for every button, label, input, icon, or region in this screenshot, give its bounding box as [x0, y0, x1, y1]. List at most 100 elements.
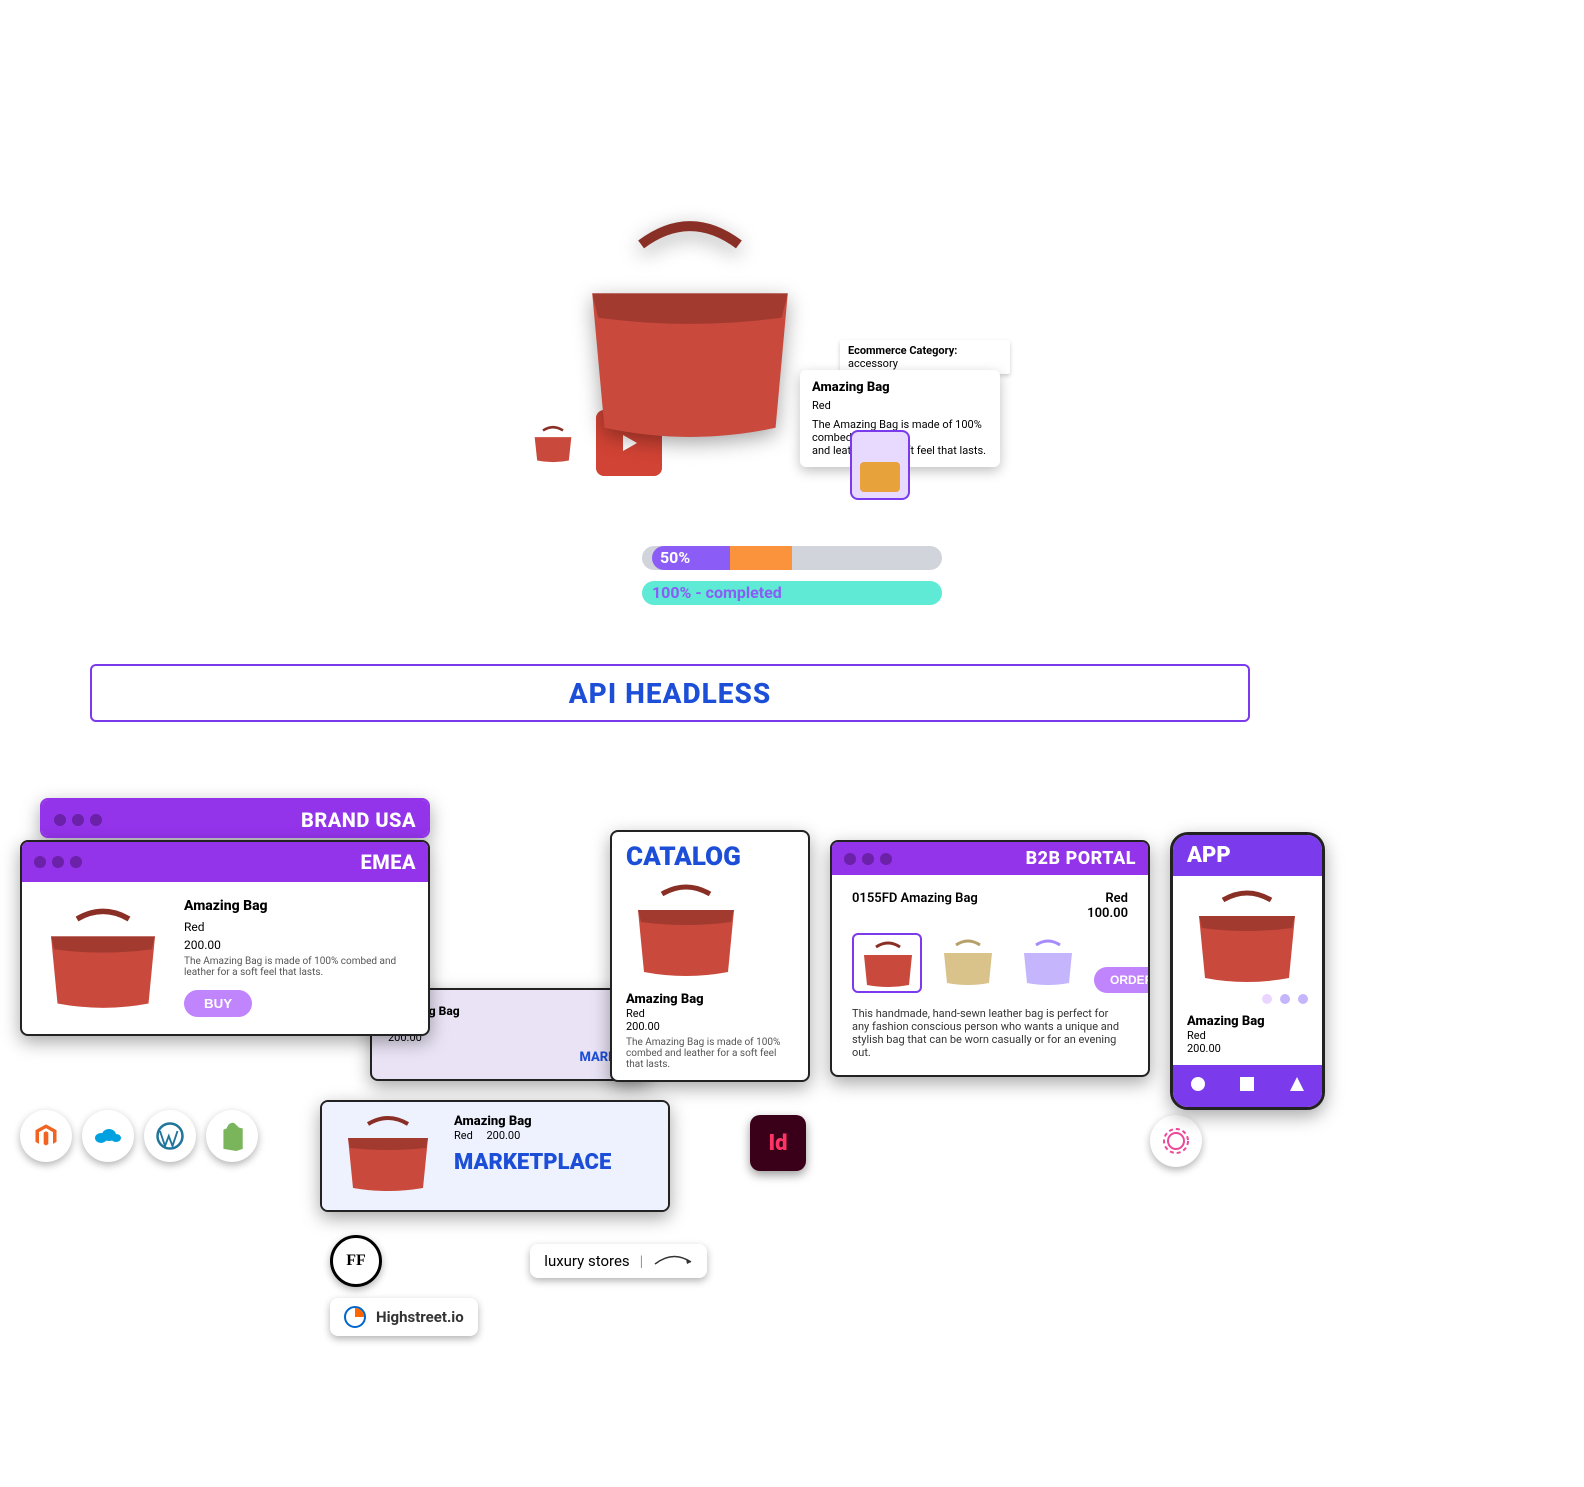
b2b-price: 100.00 [1087, 906, 1128, 921]
catalog-window: CATALOG Amazing Bag Red 200.00 The Amazi… [610, 830, 810, 1082]
swatch-purple[interactable] [1014, 933, 1082, 993]
attributes-bar: 50% [642, 546, 942, 570]
video-block: VIDEO [1140, 190, 1200, 278]
svg-text:PDF: PDF [1216, 365, 1246, 384]
editorial-block: EDITORIAL TEXT [410, 70, 530, 182]
wordpress-icon [144, 1110, 196, 1162]
emea-product-color: Red [184, 920, 412, 934]
look-block: LOOK [830, 20, 886, 108]
attributes-row: Attributes 50% [518, 545, 942, 570]
indesign-label: Id [768, 1131, 787, 1156]
globe-icon [1230, 490, 1286, 546]
image-label: IMAGE [980, 164, 1044, 188]
media-label: Media [518, 580, 628, 605]
marketplace-title: MARKETPLACE [454, 1150, 611, 1175]
app-product-price: 200.00 [1187, 1042, 1308, 1055]
app-bag-image [1187, 886, 1308, 990]
attributes-pct: 50% [660, 548, 690, 567]
ecom-label: Ecommerce Category: [848, 344, 957, 357]
b2b-desc: This handmade, hand-sewn leather bag is … [852, 1007, 1128, 1059]
mkt-back-tag: MARKET [388, 1050, 632, 1065]
arrow-4 [970, 728, 973, 818]
mkt-bag-image [338, 1114, 438, 1198]
editorial-label: EDITORIAL TEXT [410, 134, 530, 182]
media-bar: 100% - completed [642, 581, 942, 605]
file-block: PDF FILE [1200, 340, 1256, 428]
arrow-3 [700, 728, 703, 818]
app-product-color: Red [1187, 1029, 1308, 1042]
swatch-tan[interactable] [934, 933, 1002, 993]
catalogs-block: CATALOGS [160, 320, 264, 408]
b2b-title: B2B PORTAL [1026, 848, 1136, 869]
tree-icon [260, 180, 384, 236]
b2b-window: B2B PORTAL 0155FD Amazing Bag Red 100.00 [830, 840, 1150, 1077]
arrow-5 [1220, 728, 1223, 818]
shirt-icon [830, 20, 886, 76]
document-icon [410, 70, 530, 126]
pager [1187, 994, 1308, 1004]
shopify-icon [206, 1110, 258, 1162]
buy-button[interactable]: BUY [184, 990, 252, 1017]
center-product: Ecommerce Category: accessory Amazing Ba… [500, 220, 920, 476]
master-data-block: MASTER DATA [120, 480, 261, 568]
pdf-icon: PDF [1200, 340, 1256, 396]
brand-usa-window: BRAND USA [40, 798, 430, 838]
cdn-block: CDN [1230, 490, 1286, 578]
nav-triangle-icon[interactable] [1288, 1075, 1306, 1097]
languages-label: LANGUAGES [610, 84, 730, 108]
ecommerce-category-tag: Ecommerce Category: accessory [840, 340, 1010, 374]
app-product-title: Amazing Bag [1187, 1014, 1308, 1029]
emea-product-price: 200.00 [184, 938, 412, 952]
catalog-product-desc: The Amazing Bag is made of 100% combed a… [626, 1037, 794, 1070]
image-block: IMAGE [980, 100, 1044, 188]
catalog-title: CATALOG [626, 842, 794, 872]
thumbnail-phone [850, 430, 910, 500]
play-icon [1140, 190, 1200, 246]
progress-block: Attributes 50% Media 100% - completed [450, 545, 942, 605]
mkt-product-title: Amazing Bag [454, 1114, 611, 1129]
b2b-color: Red [1087, 891, 1128, 906]
database-icon [120, 480, 261, 536]
swatch-row: ORDER [852, 933, 1128, 993]
neiman-marcus-label: Neiman Marcus [392, 1250, 520, 1273]
catalog-product-color: Red [626, 1007, 794, 1020]
categories-block: CATEGORIES [260, 180, 384, 268]
translate-icon [610, 20, 730, 76]
emea-window: EMEA Amazing Bag Red 200.00 The Amazing … [20, 840, 430, 1036]
nav-circle-icon[interactable] [1189, 1075, 1207, 1097]
image-icon [980, 100, 1044, 156]
arrow-2 [500, 728, 503, 978]
highstreet-pill: Highstreet.io [330, 1298, 478, 1336]
categories-label: CATEGORIES [260, 244, 384, 268]
mkt-product-color: Red [454, 1129, 473, 1142]
attributes-label: Attributes [518, 545, 628, 570]
arrow-1 [170, 728, 173, 788]
emea-title: EMEA [361, 850, 417, 874]
nav-square-icon[interactable] [1238, 1075, 1256, 1097]
marketplace-window: Amazing Bag Red 200.00 MARKETPLACE [320, 1100, 670, 1212]
app-title: APP [1173, 835, 1322, 876]
order-button[interactable]: ORDER [1094, 967, 1150, 993]
media-row: Media 100% - completed [518, 580, 942, 605]
farfetch-icon: FF [330, 1235, 382, 1287]
emea-bag-image [38, 898, 168, 1018]
highstreet-label: Highstreet.io [376, 1308, 464, 1326]
api-headless-bar: API HEADLESS [90, 664, 1250, 722]
master-data-label: MASTER DATA [120, 544, 261, 568]
app-sdk-chip-row [1150, 1115, 1202, 1167]
catalog-bag-image [626, 880, 794, 984]
mkt-partner-row1: FF Neiman Marcus luxury stores | [330, 1235, 707, 1287]
swatch-red[interactable] [852, 933, 922, 993]
app-nav [1173, 1065, 1322, 1107]
mkt-product-price: 200.00 [486, 1129, 520, 1142]
emea-product-title: Amazing Bag [184, 898, 412, 914]
catalog-product-title: Amazing Bag [626, 992, 794, 1007]
file-label: FILE [1200, 404, 1256, 428]
luxury-stores-pill: luxury stores | [530, 1244, 707, 1278]
product-color: Red [812, 399, 988, 412]
media-text: 100% - completed [652, 583, 782, 602]
cdn-label: CDN [1230, 554, 1286, 578]
catalog-product-price: 200.00 [626, 1020, 794, 1033]
api-label: API HEADLESS [569, 677, 772, 710]
bars-icon [450, 550, 498, 600]
